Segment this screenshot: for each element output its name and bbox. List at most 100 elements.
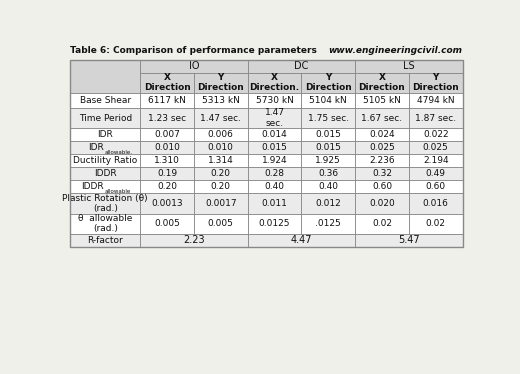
Bar (70, 214, 140, 233)
Bar (194, 93, 248, 108)
Text: Ductility Ratio: Ductility Ratio (73, 156, 137, 165)
Text: Table 6: Comparison of performance parameters: Table 6: Comparison of performance param… (70, 46, 317, 55)
Bar (409, 73, 463, 93)
Bar (194, 73, 248, 93)
Bar (194, 141, 248, 154)
Bar (70, 154, 463, 167)
Bar (302, 73, 355, 93)
Bar (70, 193, 463, 214)
Text: 0.60: 0.60 (372, 183, 392, 191)
Text: 5730 kN: 5730 kN (255, 96, 293, 105)
Bar (70, 167, 140, 180)
Bar (409, 167, 463, 180)
Text: allowable: allowable (105, 189, 131, 194)
Text: 0.014: 0.014 (262, 130, 288, 139)
Text: 0.010: 0.010 (208, 143, 233, 152)
Text: 0.02: 0.02 (372, 219, 392, 228)
Bar (70, 128, 140, 141)
Bar (248, 128, 302, 141)
Text: 0.012: 0.012 (315, 199, 341, 208)
Bar (70, 180, 140, 193)
Text: 1.23 sec: 1.23 sec (148, 114, 186, 123)
Bar (70, 214, 463, 233)
Text: DC: DC (294, 61, 308, 71)
Bar (302, 141, 355, 154)
Text: 1.924: 1.924 (262, 156, 288, 165)
Text: IDDR: IDDR (81, 183, 104, 191)
Text: 1.87 sec.: 1.87 sec. (415, 114, 456, 123)
Text: 1.47
sec.: 1.47 sec. (265, 108, 284, 128)
Bar (140, 167, 194, 180)
Text: allowable.: allowable. (105, 150, 133, 154)
Bar (140, 180, 194, 193)
Text: 0.40: 0.40 (265, 183, 284, 191)
Bar (70, 233, 140, 246)
Bar (355, 108, 409, 128)
Text: 1.75 sec.: 1.75 sec. (308, 114, 349, 123)
Text: 5313 kN: 5313 kN (202, 96, 240, 105)
Text: 0.024: 0.024 (369, 130, 395, 139)
Bar (409, 108, 463, 128)
Bar (248, 233, 355, 246)
Text: IDR: IDR (88, 143, 104, 152)
Bar (140, 59, 248, 73)
Bar (355, 167, 409, 180)
Bar (302, 167, 355, 180)
Text: 0.005: 0.005 (154, 219, 180, 228)
Text: 6117 kN: 6117 kN (148, 96, 186, 105)
Text: 0.49: 0.49 (426, 169, 446, 178)
Text: 2.236: 2.236 (369, 156, 395, 165)
Text: LS: LS (403, 61, 414, 71)
Text: 0.010: 0.010 (154, 143, 180, 152)
Text: 0.020: 0.020 (369, 199, 395, 208)
Bar (194, 167, 248, 180)
Text: θ  allowable
(rad.): θ allowable (rad.) (78, 214, 133, 233)
Bar (248, 141, 302, 154)
Text: 0.0013: 0.0013 (151, 199, 183, 208)
Text: 4794 kN: 4794 kN (417, 96, 454, 105)
Bar (355, 128, 409, 141)
Bar (302, 128, 355, 141)
Text: 0.36: 0.36 (318, 169, 339, 178)
Bar (194, 180, 248, 193)
Text: 0.006: 0.006 (208, 130, 233, 139)
Bar (70, 141, 463, 154)
Bar (409, 128, 463, 141)
Text: IO: IO (189, 61, 199, 71)
Bar (70, 108, 140, 128)
Text: 0.015: 0.015 (315, 143, 341, 152)
Bar (355, 154, 409, 167)
Bar (248, 193, 302, 214)
Text: 5105 kN: 5105 kN (363, 96, 401, 105)
Text: 5.47: 5.47 (398, 235, 420, 245)
Bar (140, 141, 194, 154)
Text: X
Direction: X Direction (144, 73, 190, 92)
Text: Time Period: Time Period (79, 114, 132, 123)
Bar (355, 59, 463, 73)
Bar (409, 141, 463, 154)
Text: 1.314: 1.314 (208, 156, 233, 165)
Bar (140, 73, 194, 93)
Bar (302, 180, 355, 193)
Bar (140, 233, 248, 246)
Text: 2.194: 2.194 (423, 156, 449, 165)
Text: 0.28: 0.28 (265, 169, 284, 178)
Text: IDR: IDR (97, 130, 113, 139)
Bar (355, 59, 463, 73)
Text: Base Shear: Base Shear (80, 96, 131, 105)
Bar (248, 108, 302, 128)
Text: Y
Direction: Y Direction (305, 73, 352, 92)
Text: www.engineeringcivil.com: www.engineeringcivil.com (329, 46, 463, 55)
Text: 0.40: 0.40 (318, 183, 338, 191)
Text: 5104 kN: 5104 kN (309, 96, 347, 105)
Bar (70, 233, 463, 246)
Bar (248, 59, 355, 73)
Bar (355, 141, 409, 154)
Bar (248, 214, 302, 233)
Bar (140, 93, 194, 108)
Text: 0.005: 0.005 (208, 219, 233, 228)
Bar (409, 154, 463, 167)
Text: 0.02: 0.02 (426, 219, 446, 228)
Bar (355, 93, 409, 108)
Text: 2.23: 2.23 (183, 235, 205, 245)
